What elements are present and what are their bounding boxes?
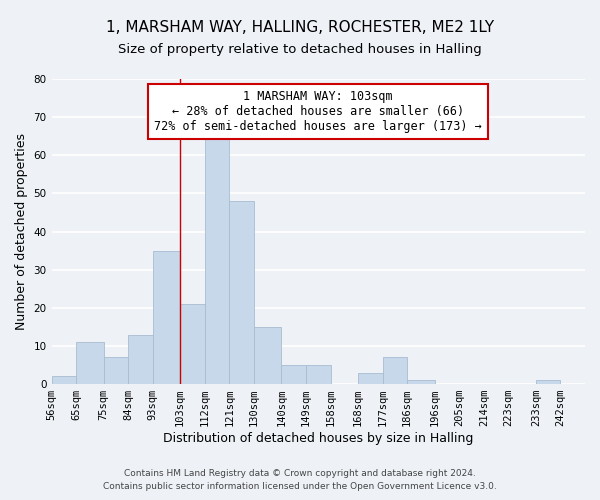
Text: 1 MARSHAM WAY: 103sqm
← 28% of detached houses are smaller (66)
72% of semi-deta: 1 MARSHAM WAY: 103sqm ← 28% of detached …	[154, 90, 482, 132]
Bar	[153, 250, 180, 384]
Bar	[52, 376, 76, 384]
Bar	[383, 358, 407, 384]
Bar	[229, 201, 254, 384]
Text: Contains public sector information licensed under the Open Government Licence v3: Contains public sector information licen…	[103, 482, 497, 491]
Bar	[180, 304, 205, 384]
X-axis label: Distribution of detached houses by size in Halling: Distribution of detached houses by size …	[163, 432, 473, 445]
Bar	[104, 358, 128, 384]
Bar	[128, 334, 153, 384]
Bar	[205, 128, 229, 384]
Bar	[281, 365, 306, 384]
Bar	[407, 380, 434, 384]
Bar	[254, 327, 281, 384]
Text: 1, MARSHAM WAY, HALLING, ROCHESTER, ME2 1LY: 1, MARSHAM WAY, HALLING, ROCHESTER, ME2 …	[106, 20, 494, 35]
Text: Size of property relative to detached houses in Halling: Size of property relative to detached ho…	[118, 42, 482, 56]
Text: Contains HM Land Registry data © Crown copyright and database right 2024.: Contains HM Land Registry data © Crown c…	[124, 468, 476, 477]
Bar	[358, 372, 383, 384]
Bar	[76, 342, 104, 384]
Bar	[306, 365, 331, 384]
Y-axis label: Number of detached properties: Number of detached properties	[15, 133, 28, 330]
Bar	[536, 380, 560, 384]
